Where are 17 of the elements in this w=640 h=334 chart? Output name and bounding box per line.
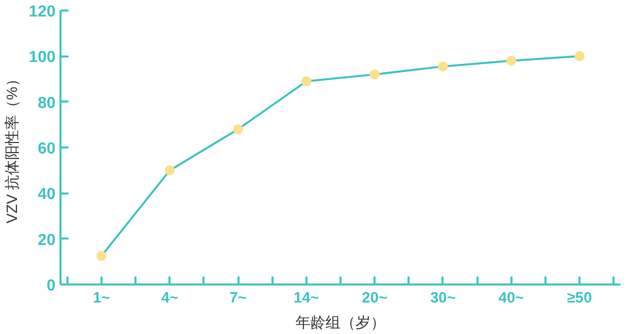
x-tick-label: 7~ <box>230 290 247 306</box>
y-tick-label: 0 <box>46 278 56 294</box>
x-axis-title: 年龄组（岁） <box>296 314 386 332</box>
x-tick-label: 4~ <box>161 290 179 306</box>
y-tick-label: 80 <box>38 94 56 112</box>
y-tick-label: 120 <box>28 4 56 20</box>
x-tick-label: 14~ <box>294 290 320 306</box>
x-tick-label: 20~ <box>362 290 388 306</box>
x-tick-label: ≥50 <box>567 290 592 306</box>
y-tick-label: 100 <box>28 49 56 66</box>
y-axis-title: VZV 抗体阳性率（%） <box>4 72 21 224</box>
y-tick-label: 60 <box>38 140 56 158</box>
x-tick-label: 40~ <box>498 290 524 306</box>
x-tick-label: 30~ <box>430 290 456 306</box>
y-tick-label: 20 <box>38 232 56 249</box>
x-tick-label: 1~ <box>92 290 110 306</box>
y-tick-label: 40 <box>38 186 56 204</box>
